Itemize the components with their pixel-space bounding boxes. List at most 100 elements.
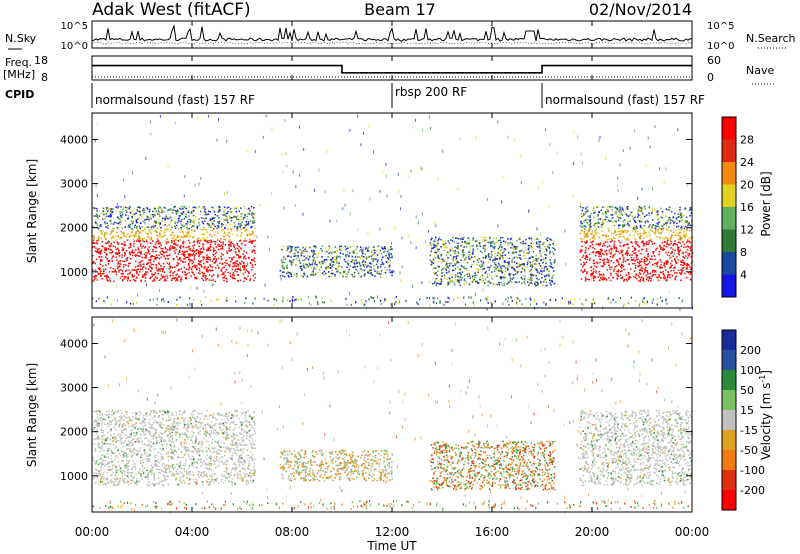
echo-point xyxy=(226,216,228,219)
echo-point xyxy=(242,253,244,255)
echo-point xyxy=(347,271,350,273)
echo-point xyxy=(151,268,153,270)
echo-point xyxy=(660,267,662,269)
echo-point xyxy=(641,241,644,243)
echo-point xyxy=(687,252,689,255)
echo-point xyxy=(514,246,516,248)
echo-point xyxy=(92,280,94,282)
echo-point xyxy=(304,248,306,251)
echo-point xyxy=(146,271,149,273)
echo-point xyxy=(476,268,478,270)
echo-point xyxy=(512,274,515,276)
echo-point xyxy=(479,250,482,253)
echo-point xyxy=(544,260,547,263)
echo-point xyxy=(136,254,138,256)
noise-point xyxy=(457,187,459,191)
ground-point xyxy=(226,300,228,302)
echo-point xyxy=(665,263,668,265)
echo-point xyxy=(507,269,509,271)
echo-point xyxy=(129,242,132,245)
echo-point xyxy=(180,280,182,282)
echo-point xyxy=(440,257,443,259)
echo-point xyxy=(645,243,648,246)
echo-point xyxy=(647,273,649,275)
echo-point xyxy=(644,215,646,218)
echo-point xyxy=(507,267,509,269)
echo-point xyxy=(662,227,665,230)
ground-point xyxy=(445,301,447,303)
echo-point xyxy=(638,219,641,222)
echo-point xyxy=(137,238,139,240)
noise-point xyxy=(398,190,400,194)
echo-point xyxy=(292,258,295,261)
echo-point xyxy=(222,235,225,237)
noise-point xyxy=(421,281,423,284)
noise-point xyxy=(677,128,679,132)
echo-point xyxy=(192,206,195,209)
echo-point xyxy=(511,281,513,283)
echo-point xyxy=(306,264,308,266)
ground-point xyxy=(620,297,622,299)
echo-point xyxy=(660,207,662,210)
ground-point xyxy=(570,299,572,302)
echo-point xyxy=(102,265,104,267)
echo-point xyxy=(158,213,160,216)
echo-point xyxy=(112,230,114,232)
echo-point xyxy=(210,226,212,228)
echo-point xyxy=(469,249,471,252)
echo-point xyxy=(593,207,595,209)
echo-point xyxy=(500,276,502,278)
echo-point xyxy=(252,249,254,251)
echo-point xyxy=(307,257,310,260)
echo-point xyxy=(244,227,246,229)
echo-point xyxy=(240,218,242,221)
echo-point xyxy=(98,248,100,250)
echo-point xyxy=(201,471,204,473)
echo-point xyxy=(633,275,635,278)
echo-point xyxy=(234,262,237,264)
echo-point xyxy=(490,251,493,253)
echo-point xyxy=(106,279,108,281)
echo-point xyxy=(479,275,481,278)
echo-point xyxy=(590,275,593,277)
echo-point xyxy=(614,237,616,240)
echo-point xyxy=(117,266,120,268)
echo-point xyxy=(549,259,551,261)
ground-point xyxy=(457,296,459,299)
echo-point xyxy=(584,249,587,251)
echo-point xyxy=(304,274,306,276)
echo-point xyxy=(658,253,660,256)
ground-point xyxy=(217,298,219,300)
echo-point xyxy=(291,264,293,266)
ground-point xyxy=(555,298,557,301)
ground-point xyxy=(642,300,644,303)
ground-point xyxy=(308,302,310,305)
echo-point xyxy=(133,234,135,236)
echo-point xyxy=(157,272,159,275)
echo-point xyxy=(236,254,238,256)
echo-point xyxy=(602,277,605,279)
echo-point xyxy=(457,280,459,282)
noise-point xyxy=(497,224,499,228)
echo-point xyxy=(139,222,142,224)
echo-point xyxy=(625,213,628,216)
echo-point xyxy=(209,249,212,251)
echo-point xyxy=(495,267,497,270)
echo-point xyxy=(175,212,178,215)
echo-point xyxy=(157,465,160,468)
echo-point xyxy=(689,224,692,227)
echo-point xyxy=(181,213,184,216)
echo-point xyxy=(225,233,227,236)
noise-point xyxy=(138,234,140,238)
echo-point xyxy=(650,233,652,236)
echo-point xyxy=(161,248,164,250)
echo-point xyxy=(176,236,178,239)
echo-point xyxy=(509,273,512,275)
echo-point xyxy=(105,226,107,228)
echo-point xyxy=(645,250,648,252)
echo-point xyxy=(546,237,549,239)
echo-point xyxy=(549,262,552,264)
echo-point xyxy=(511,242,513,245)
echo-point xyxy=(92,269,94,271)
echo-point xyxy=(122,249,124,252)
